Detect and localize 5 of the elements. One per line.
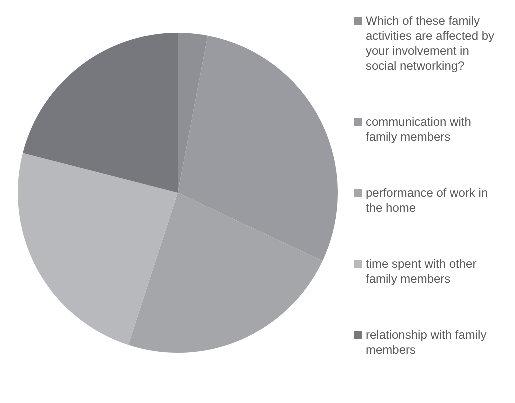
legend-label: Which of these family activities are affected by your involvement in social networking?	[366, 14, 496, 74]
legend-label: time spent with other family members	[366, 257, 478, 287]
legend-label: communication with family members	[366, 115, 472, 145]
legend-label: performance of work in the home	[366, 186, 490, 216]
legend-label: relationship with family members	[366, 328, 488, 358]
